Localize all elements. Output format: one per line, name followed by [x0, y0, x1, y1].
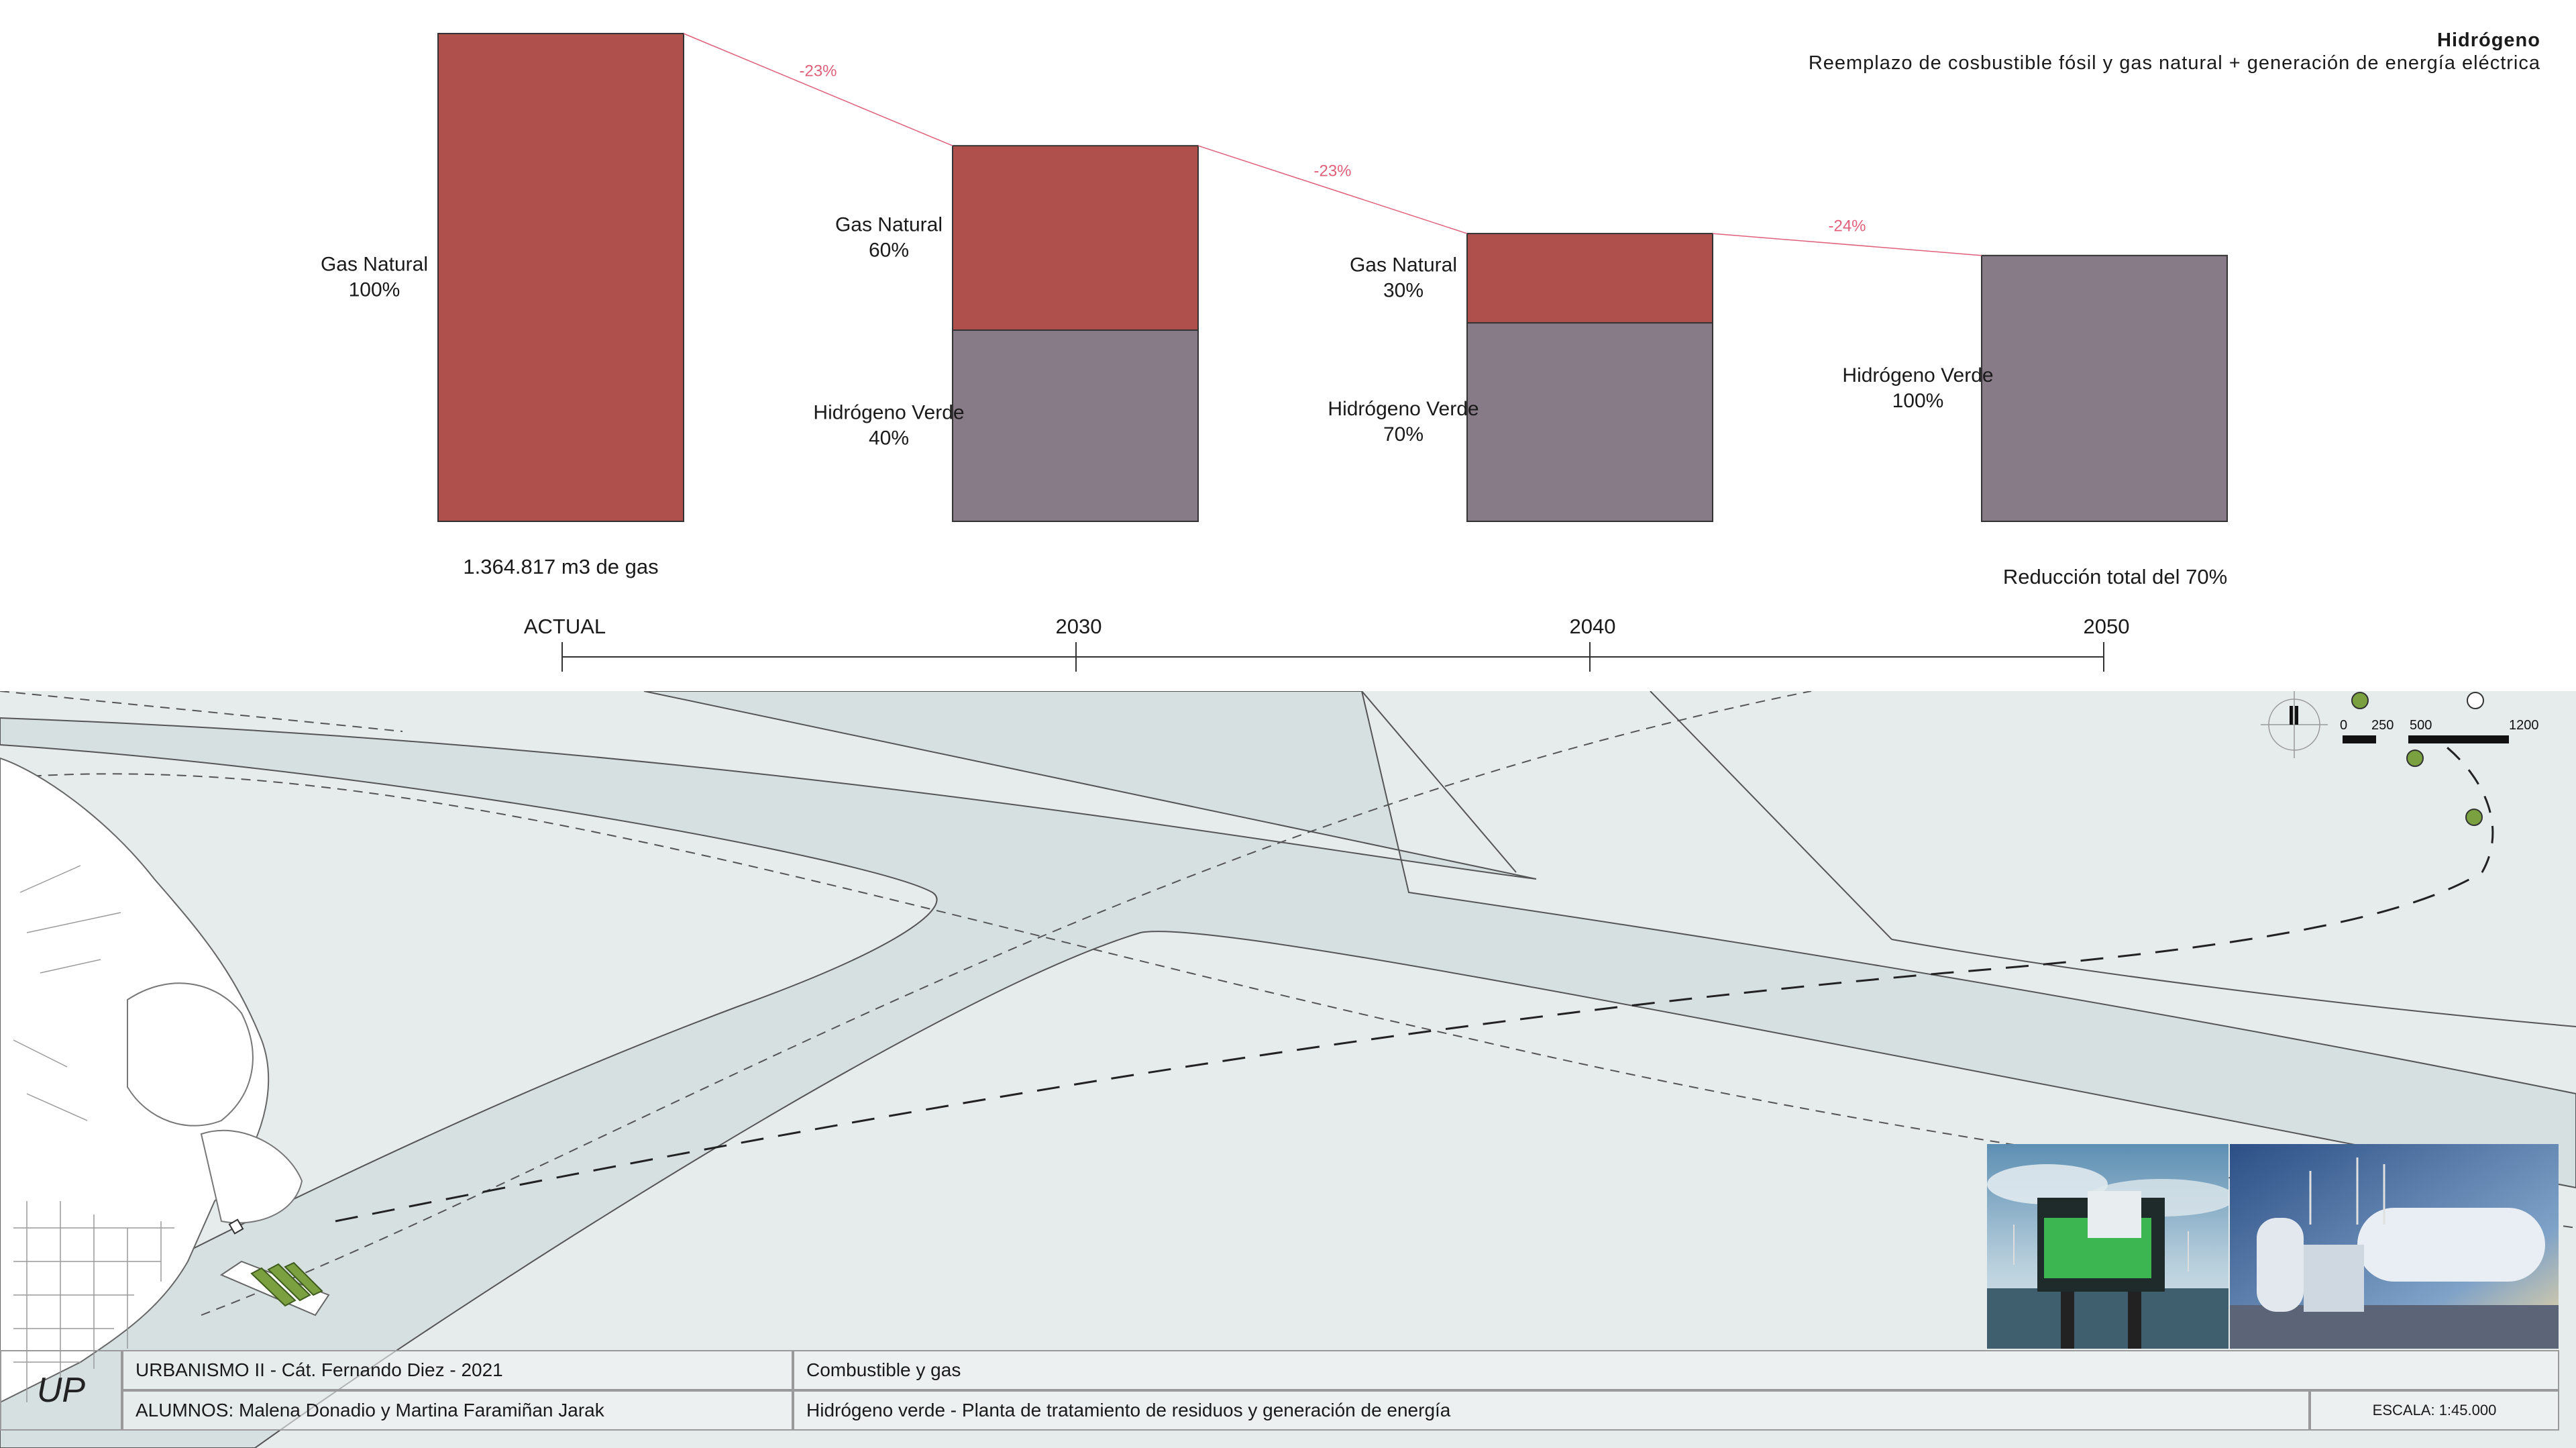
hydrogen-tank-photo: [2230, 1144, 2559, 1349]
bar-segment: [952, 329, 1199, 522]
scale-bar: 0 250 500 1200: [2340, 718, 2539, 743]
scale-tick: 1200: [2509, 718, 2539, 733]
bar-label-pct: 40%: [869, 427, 909, 450]
reduction-label: -23%: [1313, 162, 1351, 180]
bar-label-pct: 100%: [1892, 390, 1944, 412]
timeline-label: ACTUAL: [524, 615, 606, 638]
topic-cell: Combustible y gas: [793, 1350, 2559, 1390]
offshore-platform-photo: [1987, 1144, 2229, 1349]
bar-label-name: Gas Natural: [1350, 254, 1457, 276]
annotation-last: Reducción total del 70%: [2003, 565, 2227, 588]
project-cell: Hidrógeno verde - Planta de tratamiento …: [793, 1390, 2310, 1431]
scale-cell: ESCALA: 1:45.000: [2310, 1390, 2559, 1431]
bar-label-pct: 70%: [1383, 423, 1424, 446]
bar-label-name: Hidrógeno Verde: [1328, 398, 1479, 420]
logo-up: UP: [0, 1350, 122, 1431]
plant-buildings: [250, 1261, 323, 1307]
bar-label-pct: 30%: [1383, 280, 1424, 302]
timeline-label: 2030: [1056, 615, 1102, 638]
bar-segment: [1466, 322, 1713, 522]
annotation-first: 1.364.817 m3 de gas: [463, 555, 658, 578]
bar-segment: [952, 145, 1199, 331]
reduction-line: [683, 33, 953, 146]
scale-tick: 500: [2410, 718, 2432, 733]
page-title: Hidrógeno: [2437, 30, 2540, 51]
scale-tick: 0: [2340, 718, 2347, 733]
reduction-line: [1712, 233, 1982, 256]
reduction-label: -24%: [1828, 217, 1866, 235]
scale-tick: 250: [2371, 718, 2394, 733]
course-cell: URBANISMO II - Cát. Fernando Diez - 2021: [122, 1350, 793, 1390]
stacked-bar-chart: Gas Natural 100% Gas Natural 60% Hidrógeno V…: [321, 33, 2228, 672]
students-cell: ALUMNOS: Malena Donadio y Martina Farami…: [122, 1390, 793, 1431]
north-arrow-icon: [2261, 691, 2328, 758]
page-subtitle: Reemplazo de cosbustible fósil y gas nat…: [1808, 52, 2540, 74]
bar-label-pct: 100%: [349, 279, 400, 301]
bar-label-name: Hidrógeno Verde: [813, 402, 964, 424]
bar-label-name: Gas Natural: [321, 254, 428, 276]
bar-label-name: Gas Natural: [835, 214, 943, 236]
bar-segment: [1981, 254, 2228, 522]
bar-segment: [437, 33, 684, 522]
reduction-line: [1197, 145, 1468, 234]
timeline-label: 2040: [1570, 615, 1616, 638]
bar-segment: [1466, 233, 1713, 324]
title-block: UP URBANISMO II - Cát. Fernando Diez - 2…: [0, 1350, 2559, 1431]
bar-label-pct: 60%: [869, 240, 909, 262]
bar-label-name: Hidrógeno Verde: [1842, 364, 1993, 386]
timeline-label: 2050: [2084, 615, 2130, 638]
reduction-label: -23%: [799, 62, 837, 81]
